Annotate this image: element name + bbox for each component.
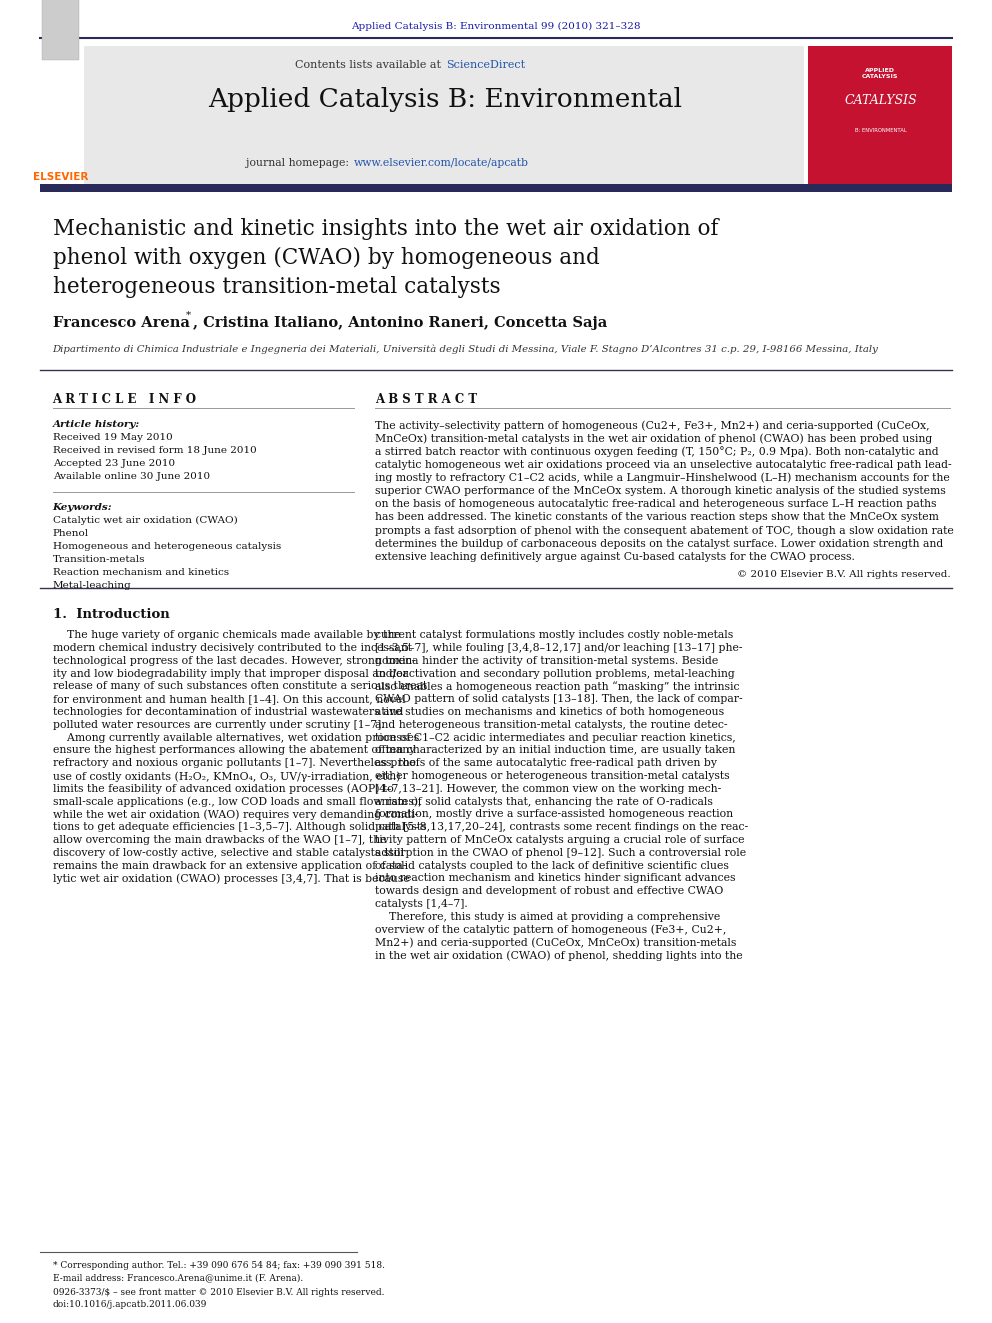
- Text: www.elsevier.com/locate/apcatb: www.elsevier.com/locate/apcatb: [354, 157, 529, 168]
- Text: path [5–8,13,17,20–24], contrasts some recent findings on the reac-: path [5–8,13,17,20–24], contrasts some r…: [375, 822, 748, 832]
- Text: technological progress of the last decades. However, strong toxic-: technological progress of the last decad…: [53, 656, 415, 665]
- Text: technologies for decontamination of industrial wastewaters and: technologies for decontamination of indu…: [53, 706, 403, 717]
- Text: to deactivation and secondary pollution problems, metal-leaching: to deactivation and secondary pollution …: [375, 668, 735, 679]
- Text: either homogeneous or heterogeneous transition-metal catalysts: either homogeneous or heterogeneous tran…: [375, 771, 729, 781]
- Text: MnCeOx) transition-metal catalysts in the wet air oxidation of phenol (CWAO) has: MnCeOx) transition-metal catalysts in th…: [375, 433, 932, 443]
- Text: ensure the highest performances allowing the abatement of many: ensure the highest performances allowing…: [53, 745, 415, 755]
- Text: 0926-3373/$ – see front matter © 2010 Elsevier B.V. All rights reserved.: 0926-3373/$ – see front matter © 2010 El…: [53, 1289, 384, 1297]
- Text: prompts a fast adsorption of phenol with the consequent abatement of TOC, though: prompts a fast adsorption of phenol with…: [375, 525, 953, 536]
- Text: has been addressed. The kinetic constants of the various reaction steps show tha: has been addressed. The kinetic constant…: [375, 512, 938, 523]
- Text: The huge variety of organic chemicals made available by the: The huge variety of organic chemicals ma…: [53, 630, 401, 640]
- Text: A B S T R A C T: A B S T R A C T: [375, 393, 477, 406]
- Text: and heterogeneous transition-metal catalysts, the routine detec-: and heterogeneous transition-metal catal…: [375, 720, 727, 730]
- Text: Metal-leaching: Metal-leaching: [53, 581, 131, 590]
- Text: overview of the catalytic pattern of homogeneous (Fe3+, Cu2+,: overview of the catalytic pattern of hom…: [375, 925, 726, 935]
- Text: while the wet air oxidation (WAO) requires very demanding condi-: while the wet air oxidation (WAO) requir…: [53, 810, 418, 820]
- Bar: [808, 46, 952, 188]
- Text: A R T I C L E   I N F O: A R T I C L E I N F O: [53, 393, 196, 406]
- Text: Available online 30 June 2010: Available online 30 June 2010: [53, 472, 209, 482]
- Text: formation, mostly drive a surface-assisted homogeneous reaction: formation, mostly drive a surface-assist…: [375, 810, 733, 819]
- Text: Among currently available alternatives, wet oxidation processes: Among currently available alternatives, …: [53, 733, 419, 742]
- Text: as proofs of the same autocatalytic free-radical path driven by: as proofs of the same autocatalytic free…: [375, 758, 717, 769]
- Text: anism of solid catalysts that, enhancing the rate of O-radicals: anism of solid catalysts that, enhancing…: [375, 796, 713, 807]
- Text: small-scale applications (e.g., low COD loads and small flow rates),: small-scale applications (e.g., low COD …: [53, 796, 422, 807]
- Text: APPLIED
CATALYSIS: APPLIED CATALYSIS: [862, 67, 899, 79]
- Text: for environment and human health [1–4]. On this account, novel: for environment and human health [1–4]. …: [53, 695, 406, 704]
- Text: release of many of such substances often constitute a serious threat: release of many of such substances often…: [53, 681, 427, 692]
- Text: Francesco Arena: Francesco Arena: [53, 316, 189, 329]
- Text: often characterized by an initial induction time, are usually taken: often characterized by an initial induct…: [375, 745, 735, 755]
- Text: of solid catalysts coupled to the lack of definitive scientific clues: of solid catalysts coupled to the lack o…: [375, 860, 729, 871]
- Text: discovery of low-costly active, selective and stable catalysts still: discovery of low-costly active, selectiv…: [53, 848, 404, 857]
- Text: nomena hinder the activity of transition-metal systems. Beside: nomena hinder the activity of transition…: [375, 656, 718, 665]
- Text: [1–3,5–7], while fouling [3,4,8–12,17] and/or leaching [13–17] phe-: [1–3,5–7], while fouling [3,4,8–12,17] a…: [375, 643, 742, 654]
- Bar: [40, 46, 81, 188]
- Bar: [84, 46, 804, 188]
- Text: *: *: [186, 311, 190, 320]
- Text: Dipartimento di Chimica Industriale e Ingegneria dei Materiali, Università degli: Dipartimento di Chimica Industriale e In…: [53, 344, 879, 353]
- Text: tions to get adequate efficiencies [1–3,5–7]. Although solid catalysts: tions to get adequate efficiencies [1–3,…: [53, 822, 427, 832]
- Text: 1.  Introduction: 1. Introduction: [53, 609, 170, 622]
- Text: Reaction mechanism and kinetics: Reaction mechanism and kinetics: [53, 568, 229, 577]
- Text: refractory and noxious organic pollutants [1–7]. Nevertheless, the: refractory and noxious organic pollutant…: [53, 758, 416, 769]
- Text: allow overcoming the main drawbacks of the WAO [1–7], the: allow overcoming the main drawbacks of t…: [53, 835, 386, 845]
- Text: The activity–selectivity pattern of homogeneous (Cu2+, Fe3+, Mn2+) and ceria-sup: The activity–selectivity pattern of homo…: [375, 419, 930, 430]
- Text: * Corresponding author. Tel.: +39 090 676 54 84; fax: +39 090 391 518.: * Corresponding author. Tel.: +39 090 67…: [53, 1261, 385, 1270]
- Text: Applied Catalysis B: Environmental 99 (2010) 321–328: Applied Catalysis B: Environmental 99 (2…: [351, 22, 641, 32]
- Text: ing mostly to refractory C1–C2 acids, while a Langmuir–Hinshelwood (L–H) mechani: ing mostly to refractory C1–C2 acids, wh…: [375, 472, 949, 483]
- Text: Phenol: Phenol: [53, 529, 88, 538]
- Bar: [42, 0, 79, 60]
- Text: Applied Catalysis B: Environmental: Applied Catalysis B: Environmental: [208, 87, 682, 112]
- Text: on the basis of homogeneous autocatalytic free-radical and heterogeneous surface: on the basis of homogeneous autocatalyti…: [375, 499, 936, 509]
- Text: also enables a homogeneous reaction path “masking” the intrinsic: also enables a homogeneous reaction path…: [375, 681, 739, 692]
- Text: adsorption in the CWAO of phenol [9–12]. Such a controversial role: adsorption in the CWAO of phenol [9–12].…: [375, 848, 746, 857]
- Text: Keywords:: Keywords:: [53, 503, 112, 512]
- Text: doi:10.1016/j.apcatb.2011.06.039: doi:10.1016/j.apcatb.2011.06.039: [53, 1301, 207, 1308]
- Text: remains the main drawback for an extensive application of cata-: remains the main drawback for an extensi…: [53, 860, 406, 871]
- Text: catalytic homogeneous wet air oxidations proceed via an unselective autocatalyti: catalytic homogeneous wet air oxidations…: [375, 459, 951, 470]
- Text: extensive leaching definitively argue against Cu-based catalysts for the CWAO pr: extensive leaching definitively argue ag…: [375, 552, 855, 562]
- Text: phenol with oxygen (CWAO) by homogeneous and: phenol with oxygen (CWAO) by homogeneous…: [53, 247, 599, 269]
- Text: tion of C1–C2 acidic intermediates and peculiar reaction kinetics,: tion of C1–C2 acidic intermediates and p…: [375, 733, 736, 742]
- Text: superior CWAO performance of the MnCeOx system. A thorough kinetic analysis of t: superior CWAO performance of the MnCeOx …: [375, 486, 945, 496]
- Text: Transition-metals: Transition-metals: [53, 556, 145, 564]
- Text: ELSEVIER: ELSEVIER: [33, 172, 88, 183]
- Text: Accepted 23 June 2010: Accepted 23 June 2010: [53, 459, 175, 468]
- Text: Contents lists available at: Contents lists available at: [295, 60, 444, 70]
- Text: lytic wet air oxidation (CWAO) processes [3,4,7]. That is because: lytic wet air oxidation (CWAO) processes…: [53, 873, 410, 884]
- Text: polluted water resources are currently under scrutiny [1–7].: polluted water resources are currently u…: [53, 720, 384, 730]
- Text: heterogeneous transition-metal catalysts: heterogeneous transition-metal catalysts: [53, 277, 500, 298]
- Text: , Cristina Italiano, Antonino Raneri, Concetta Saja: , Cristina Italiano, Antonino Raneri, Co…: [193, 316, 608, 329]
- Text: use of costly oxidants (H₂O₂, KMnO₄, O₃, UV/γ-irradiation, etc.): use of costly oxidants (H₂O₂, KMnO₄, O₃,…: [53, 771, 400, 782]
- Text: tivity pattern of MnCeOx catalysts arguing a crucial role of surface: tivity pattern of MnCeOx catalysts argui…: [375, 835, 744, 845]
- Text: CWAO pattern of solid catalysts [13–18]. Then, the lack of compar-: CWAO pattern of solid catalysts [13–18].…: [375, 695, 743, 704]
- Text: Received in revised form 18 June 2010: Received in revised form 18 June 2010: [53, 446, 256, 455]
- Text: towards design and development of robust and effective CWAO: towards design and development of robust…: [375, 886, 723, 896]
- Text: [4–7,13–21]. However, the common view on the working mech-: [4–7,13–21]. However, the common view on…: [375, 783, 721, 794]
- Text: a stirred batch reactor with continuous oxygen feeding (T, 150°C; P₂, 0.9 Mpa). : a stirred batch reactor with continuous …: [375, 446, 938, 458]
- Text: CATALYSIS: CATALYSIS: [844, 94, 917, 106]
- Text: © 2010 Elsevier B.V. All rights reserved.: © 2010 Elsevier B.V. All rights reserved…: [737, 570, 950, 579]
- Text: in the wet air oxidation (CWAO) of phenol, shedding lights into the: in the wet air oxidation (CWAO) of pheno…: [375, 950, 743, 960]
- Text: determines the buildup of carbonaceous deposits on the catalyst surface. Lower o: determines the buildup of carbonaceous d…: [375, 538, 943, 549]
- Text: ative studies on mechanisms and kinetics of both homogeneous: ative studies on mechanisms and kinetics…: [375, 706, 724, 717]
- Text: modern chemical industry decisively contributed to the incessant: modern chemical industry decisively cont…: [53, 643, 412, 654]
- Bar: [40, 184, 952, 192]
- Text: current catalyst formulations mostly includes costly noble-metals: current catalyst formulations mostly inc…: [375, 630, 733, 640]
- Text: Therefore, this study is aimed at providing a comprehensive: Therefore, this study is aimed at provid…: [375, 912, 720, 922]
- Text: Homogeneous and heterogeneous catalysis: Homogeneous and heterogeneous catalysis: [53, 542, 281, 550]
- Text: journal homepage:: journal homepage:: [246, 157, 352, 168]
- Text: ScienceDirect: ScienceDirect: [446, 60, 526, 70]
- Text: Mechanistic and kinetic insights into the wet air oxidation of: Mechanistic and kinetic insights into th…: [53, 218, 718, 239]
- Text: Received 19 May 2010: Received 19 May 2010: [53, 433, 173, 442]
- Text: into reaction mechanism and kinetics hinder significant advances: into reaction mechanism and kinetics hin…: [375, 873, 735, 884]
- Text: catalysts [1,4–7].: catalysts [1,4–7].: [375, 900, 467, 909]
- Text: Mn2+) and ceria-supported (CuCeOx, MnCeOx) transition-metals: Mn2+) and ceria-supported (CuCeOx, MnCeO…: [375, 938, 736, 949]
- Text: limits the feasibility of advanced oxidation processes (AOP) to: limits the feasibility of advanced oxida…: [53, 783, 393, 794]
- Text: E-mail address: Francesco.Arena@unime.it (F. Arena).: E-mail address: Francesco.Arena@unime.it…: [53, 1273, 303, 1282]
- Text: Article history:: Article history:: [53, 419, 140, 429]
- Text: ity and low biodegradability imply that improper disposal and/or: ity and low biodegradability imply that …: [53, 668, 408, 679]
- Text: B: ENVIRONMENTAL: B: ENVIRONMENTAL: [854, 128, 907, 134]
- Text: Catalytic wet air oxidation (CWAO): Catalytic wet air oxidation (CWAO): [53, 516, 237, 525]
